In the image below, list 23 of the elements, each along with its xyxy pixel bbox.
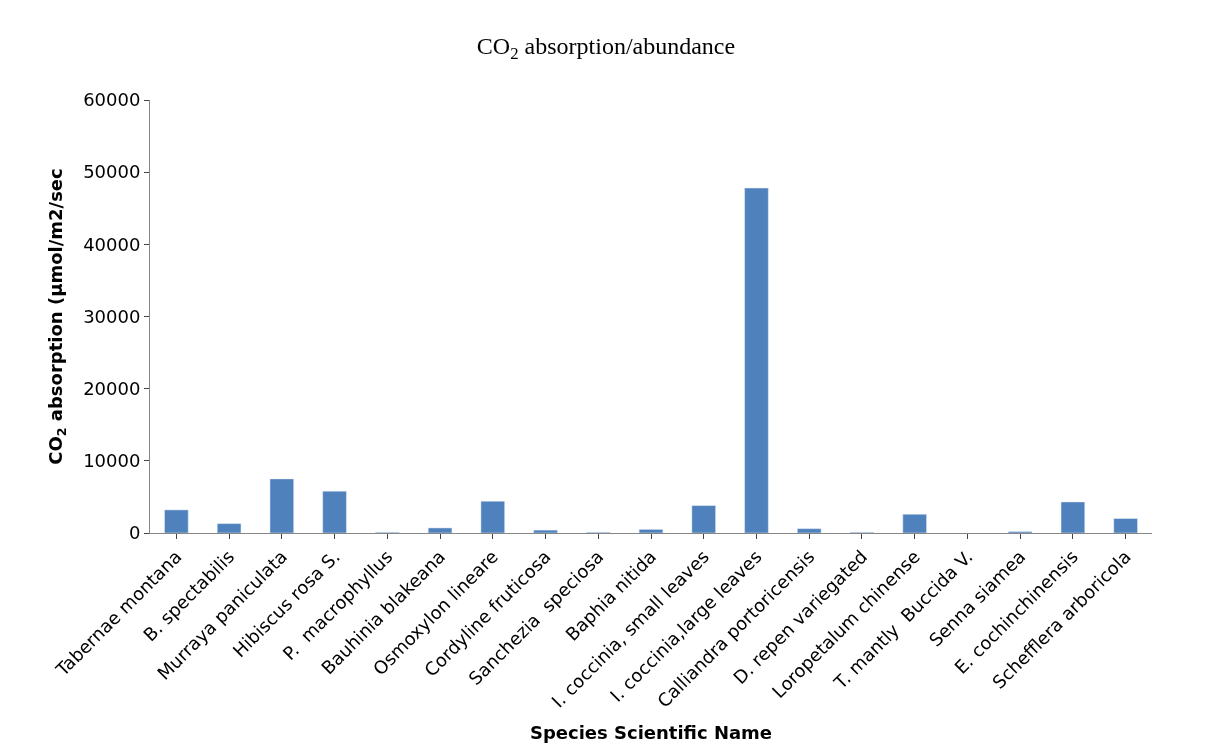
chart-title: CO$_{2}$ absorption/abundance [476, 33, 736, 64]
bar [427, 527, 453, 533]
bar [1060, 501, 1086, 533]
y-tick-label: 20000 [83, 377, 141, 399]
y-tick-label: 50000 [83, 161, 141, 183]
bar [480, 501, 505, 533]
bar [797, 528, 822, 533]
bar [1113, 518, 1138, 533]
bar [533, 529, 558, 533]
bar [269, 478, 294, 533]
y-tick-label: 40000 [83, 233, 141, 255]
bar [216, 523, 242, 533]
y-tick-label: 30000 [83, 305, 141, 327]
y-tick-label: 60000 [83, 89, 141, 111]
x-axis-title: Species Scientific Name [529, 721, 773, 743]
y-tick-label: 0 [128, 522, 141, 544]
y-tick-label: 10000 [83, 450, 141, 472]
bar [744, 187, 769, 533]
bar [164, 509, 189, 533]
bar [691, 505, 716, 533]
bar [638, 529, 664, 533]
bar [322, 490, 347, 533]
bar [902, 513, 927, 533]
